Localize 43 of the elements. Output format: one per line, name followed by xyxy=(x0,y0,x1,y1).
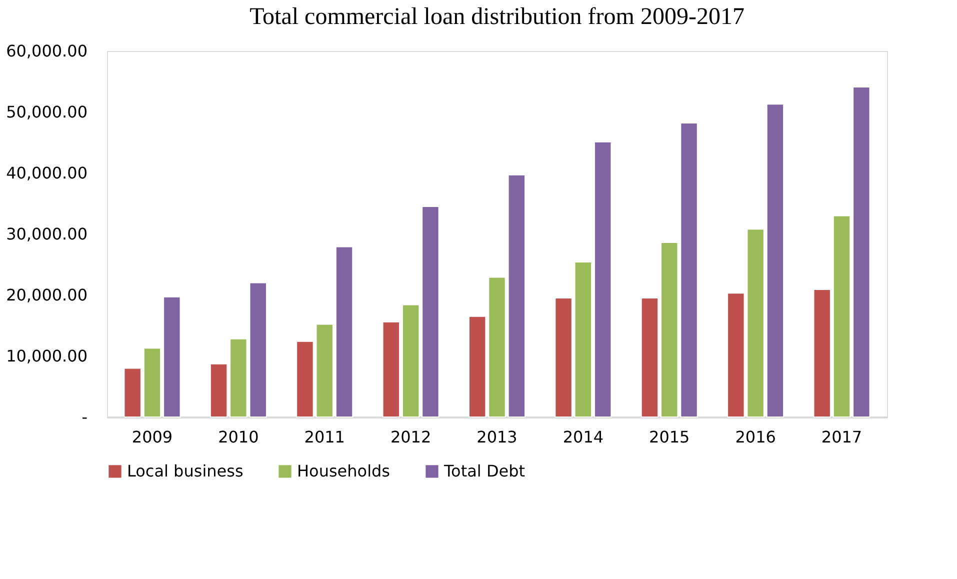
bar xyxy=(143,348,162,418)
x-tick-label: 2009 xyxy=(132,428,173,446)
bar xyxy=(124,368,142,418)
x-tick-label: 2016 xyxy=(735,428,776,446)
x-tick-label: 2010 xyxy=(218,428,259,446)
bar xyxy=(488,276,506,418)
y-tick-label: 50,000.00 xyxy=(6,102,88,122)
bar xyxy=(660,242,678,418)
y-tick-label: 10,000.00 xyxy=(6,346,88,366)
bar xyxy=(554,298,572,418)
bar xyxy=(382,321,400,418)
bar xyxy=(766,104,784,418)
y-tick-label: - xyxy=(82,408,88,426)
x-tick-label: 2011 xyxy=(304,428,345,446)
bar xyxy=(640,298,659,418)
bar xyxy=(210,363,228,418)
bar xyxy=(852,86,870,418)
bar xyxy=(402,304,420,418)
y-tick-label: 40,000.00 xyxy=(6,164,88,182)
legend-label: Households xyxy=(297,461,390,480)
bar xyxy=(163,296,181,418)
bar xyxy=(335,246,354,418)
bar xyxy=(296,340,314,418)
bar xyxy=(594,141,612,418)
x-tick-label: 2017 xyxy=(821,428,862,446)
x-tick-label: 2014 xyxy=(562,428,604,446)
y-tick-label: 60,000.00 xyxy=(6,42,88,60)
y-tick-label: 20,000.00 xyxy=(6,286,88,304)
bar xyxy=(832,215,851,418)
legend-label: Total Debt xyxy=(443,461,526,480)
bar xyxy=(813,289,831,418)
legend-label: Local business xyxy=(127,461,244,480)
y-tick-label: 30,000.00 xyxy=(6,224,88,244)
bar xyxy=(574,262,592,418)
x-tick-label: 2015 xyxy=(649,428,690,446)
chart-title: Total commercial loan distribution from 2009-2017 xyxy=(250,4,744,30)
x-tick-label: 2013 xyxy=(476,428,518,446)
bar xyxy=(422,206,440,418)
bar xyxy=(316,324,334,418)
x-tick-label: 2012 xyxy=(390,428,432,446)
bar xyxy=(508,174,526,418)
bar xyxy=(468,316,486,418)
bar xyxy=(680,122,698,418)
